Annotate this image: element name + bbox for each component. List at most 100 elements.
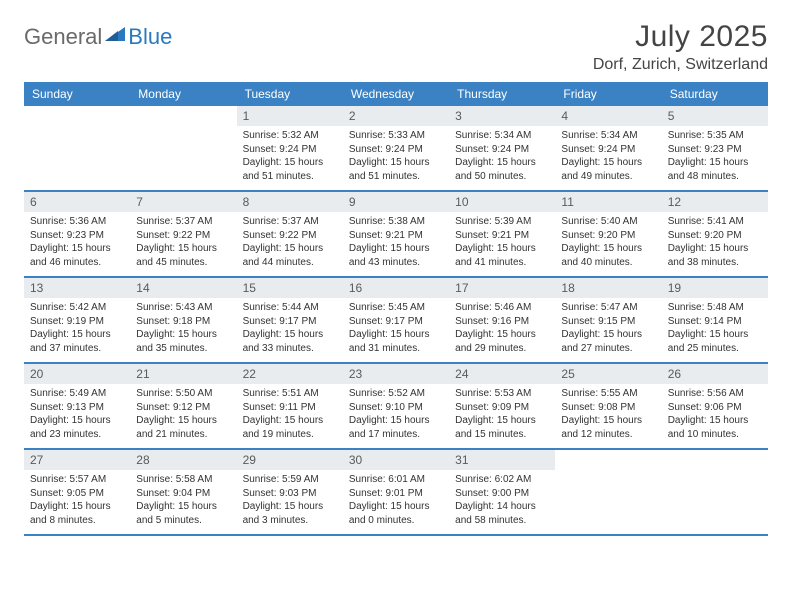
calendar-day-cell: 26Sunrise: 5:56 AMSunset: 9:06 PMDayligh… bbox=[662, 364, 768, 448]
calendar-body: 1Sunrise: 5:32 AMSunset: 9:24 PMDaylight… bbox=[24, 106, 768, 536]
day-number: 4 bbox=[555, 106, 661, 126]
page-header: General Blue July 2025 Dorf, Zurich, Swi… bbox=[24, 20, 768, 74]
day-number: 28 bbox=[130, 450, 236, 470]
calendar-day-cell: 23Sunrise: 5:52 AMSunset: 9:10 PMDayligh… bbox=[343, 364, 449, 448]
calendar-day-cell: 7Sunrise: 5:37 AMSunset: 9:22 PMDaylight… bbox=[130, 192, 236, 276]
calendar-day-cell: 16 Sunrise: 5:45 AMSunset: 9:17 PMDayligh… bbox=[343, 278, 449, 362]
sunrise-text: Sunrise: 5:53 AM bbox=[455, 387, 549, 401]
sunset-text: Sunset: 9:04 PM bbox=[136, 487, 230, 501]
day-details: Sunrise: 5:34 AMSunset: 9:24 PMDaylight:… bbox=[449, 126, 555, 189]
day-details: Sunrise: 5:50 AMSunset: 9:12 PMDaylight:… bbox=[130, 384, 236, 447]
weekday-label: Wednesday bbox=[343, 82, 449, 106]
day-details: Sunrise: 5:38 AMSunset: 9:21 PMDaylight:… bbox=[343, 212, 449, 275]
daylight-text: Daylight: 15 hours and 25 minutes. bbox=[668, 328, 762, 355]
sunrise-text: Sunrise: 5:42 AM bbox=[30, 301, 124, 315]
day-number: 22 bbox=[237, 364, 343, 384]
daylight-text: Daylight: 15 hours and 38 minutes. bbox=[668, 242, 762, 269]
calendar-day-cell: 15Sunrise: 5:44 AMSunset: 9:17 PMDayligh… bbox=[237, 278, 343, 362]
logo-text-blue: Blue bbox=[128, 24, 172, 50]
daylight-text: Daylight: 15 hours and 51 minutes. bbox=[243, 156, 337, 183]
calendar-day-cell: 5Sunrise: 5:35 AMSunset: 9:23 PMDaylight… bbox=[662, 106, 768, 190]
day-number: 24 bbox=[449, 364, 555, 384]
sunrise-text: Sunrise: 5:44 AM bbox=[243, 301, 337, 315]
sunrise-text: Sunrise: 6:02 AM bbox=[455, 473, 549, 487]
sunset-text: Sunset: 9:11 PM bbox=[243, 401, 337, 415]
sunset-text: Sunset: 9:15 PM bbox=[561, 315, 655, 329]
sunset-text: Sunset: 9:13 PM bbox=[30, 401, 124, 415]
day-number: 16 bbox=[343, 278, 449, 298]
daylight-text: Daylight: 15 hours and 12 minutes. bbox=[561, 414, 655, 441]
day-details: Sunrise: 5:39 AMSunset: 9:21 PMDaylight:… bbox=[449, 212, 555, 275]
daylight-text: Daylight: 15 hours and 3 minutes. bbox=[243, 500, 337, 527]
day-details: Sunrise: 5:47 AMSunset: 9:15 PMDaylight:… bbox=[555, 298, 661, 361]
sunset-text: Sunset: 9:20 PM bbox=[668, 229, 762, 243]
day-number: 1 bbox=[237, 106, 343, 126]
sunset-text: Sunset: 9:05 PM bbox=[30, 487, 124, 501]
calendar-day-cell: 19Sunrise: 5:48 AMSunset: 9:14 PMDayligh… bbox=[662, 278, 768, 362]
day-details: Sunrise: 5:37 AMSunset: 9:22 PMDaylight:… bbox=[237, 212, 343, 275]
sunset-text: Sunset: 9:17 PM bbox=[349, 315, 443, 329]
weekday-label: Sunday bbox=[24, 82, 130, 106]
sunset-text: Sunset: 9:21 PM bbox=[455, 229, 549, 243]
calendar-day-cell: 4Sunrise: 5:34 AMSunset: 9:24 PMDaylight… bbox=[555, 106, 661, 190]
sunrise-text: Sunrise: 5:56 AM bbox=[668, 387, 762, 401]
day-details: Sunrise: 5:58 AMSunset: 9:04 PMDaylight:… bbox=[130, 470, 236, 533]
daylight-text: Daylight: 15 hours and 31 minutes. bbox=[349, 328, 443, 355]
calendar-day-cell: 27Sunrise: 5:57 AMSunset: 9:05 PMDayligh… bbox=[24, 450, 130, 534]
day-details: Sunrise: 6:01 AMSunset: 9:01 PMDaylight:… bbox=[343, 470, 449, 533]
daylight-text: Daylight: 15 hours and 45 minutes. bbox=[136, 242, 230, 269]
day-details: Sunrise: 6:02 AMSunset: 9:00 PMDaylight:… bbox=[449, 470, 555, 533]
calendar-day-cell: 8Sunrise: 5:37 AMSunset: 9:22 PMDaylight… bbox=[237, 192, 343, 276]
calendar-day-cell: 9Sunrise: 5:38 AMSunset: 9:21 PMDaylight… bbox=[343, 192, 449, 276]
day-details: Sunrise: 5:49 AMSunset: 9:13 PMDaylight:… bbox=[24, 384, 130, 447]
sunrise-text: Sunrise: 5:57 AM bbox=[30, 473, 124, 487]
sunrise-text: Sunrise: 5:47 AM bbox=[561, 301, 655, 315]
sunrise-text: Sunrise: 5:48 AM bbox=[668, 301, 762, 315]
calendar-day-cell: 17Sunrise: 5:46 AMSunset: 9:16 PMDayligh… bbox=[449, 278, 555, 362]
daylight-text: Daylight: 15 hours and 35 minutes. bbox=[136, 328, 230, 355]
day-number: 26 bbox=[662, 364, 768, 384]
day-details: Sunrise: 5:48 AMSunset: 9:14 PMDaylight:… bbox=[662, 298, 768, 361]
sunrise-text: Sunrise: 5:34 AM bbox=[455, 129, 549, 143]
day-number: 31 bbox=[449, 450, 555, 470]
day-details: Sunrise: 5:44 AMSunset: 9:17 PMDaylight:… bbox=[237, 298, 343, 361]
day-details: Sunrise: 5:36 AMSunset: 9:23 PMDaylight:… bbox=[24, 212, 130, 275]
logo: General Blue bbox=[24, 24, 172, 50]
sunset-text: Sunset: 9:16 PM bbox=[455, 315, 549, 329]
daylight-text: Daylight: 15 hours and 33 minutes. bbox=[243, 328, 337, 355]
daylight-text: Daylight: 15 hours and 48 minutes. bbox=[668, 156, 762, 183]
sunset-text: Sunset: 9:24 PM bbox=[243, 143, 337, 157]
day-details: Sunrise: 5:35 AMSunset: 9:23 PMDaylight:… bbox=[662, 126, 768, 189]
calendar-day-cell: 1Sunrise: 5:32 AMSunset: 9:24 PMDaylight… bbox=[237, 106, 343, 190]
day-number: 10 bbox=[449, 192, 555, 212]
location-text: Dorf, Zurich, Switzerland bbox=[593, 56, 768, 74]
day-details: Sunrise: 5:42 AMSunset: 9:19 PMDaylight:… bbox=[24, 298, 130, 361]
sunrise-text: Sunrise: 5:45 AM bbox=[349, 301, 443, 315]
day-details: Sunrise: 5:32 AMSunset: 9:24 PMDaylight:… bbox=[237, 126, 343, 189]
day-number: 13 bbox=[24, 278, 130, 298]
day-number: 19 bbox=[662, 278, 768, 298]
day-number: 5 bbox=[662, 106, 768, 126]
daylight-text: Daylight: 15 hours and 23 minutes. bbox=[30, 414, 124, 441]
day-number: 23 bbox=[343, 364, 449, 384]
logo-text-general: General bbox=[24, 24, 102, 50]
calendar-week-row: 20Sunrise: 5:49 AMSunset: 9:13 PMDayligh… bbox=[24, 364, 768, 450]
day-details: Sunrise: 5:52 AMSunset: 9:10 PMDaylight:… bbox=[343, 384, 449, 447]
calendar-week-row: 6Sunrise: 5:36 AMSunset: 9:23 PMDaylight… bbox=[24, 192, 768, 278]
daylight-text: Daylight: 15 hours and 44 minutes. bbox=[243, 242, 337, 269]
calendar-day-cell: 24Sunrise: 5:53 AMSunset: 9:09 PMDayligh… bbox=[449, 364, 555, 448]
daylight-text: Daylight: 15 hours and 29 minutes. bbox=[455, 328, 549, 355]
daylight-text: Daylight: 14 hours and 58 minutes. bbox=[455, 500, 549, 527]
daylight-text: Daylight: 15 hours and 0 minutes. bbox=[349, 500, 443, 527]
sunrise-text: Sunrise: 5:59 AM bbox=[243, 473, 337, 487]
day-details: Sunrise: 5:53 AMSunset: 9:09 PMDaylight:… bbox=[449, 384, 555, 447]
sunrise-text: Sunrise: 5:38 AM bbox=[349, 215, 443, 229]
sunrise-text: Sunrise: 5:39 AM bbox=[455, 215, 549, 229]
weekday-label: Friday bbox=[555, 82, 661, 106]
day-details: Sunrise: 5:43 AMSunset: 9:18 PMDaylight:… bbox=[130, 298, 236, 361]
sunrise-text: Sunrise: 5:34 AM bbox=[561, 129, 655, 143]
calendar-day-cell: 13Sunrise: 5:42 AMSunset: 9:19 PMDayligh… bbox=[24, 278, 130, 362]
calendar-day-cell: 20Sunrise: 5:49 AMSunset: 9:13 PMDayligh… bbox=[24, 364, 130, 448]
day-number: 15 bbox=[237, 278, 343, 298]
calendar-day-cell: 29Sunrise: 5:59 AMSunset: 9:03 PMDayligh… bbox=[237, 450, 343, 534]
